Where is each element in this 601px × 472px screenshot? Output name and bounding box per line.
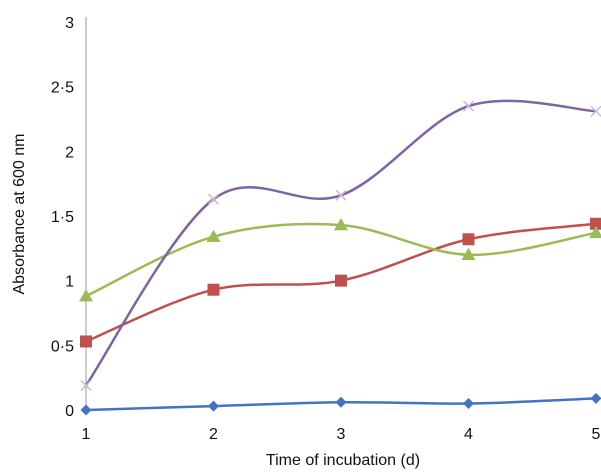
data-point — [590, 217, 601, 230]
x-tick-label: 4 — [464, 426, 473, 443]
x-tick-label: 1 — [82, 426, 91, 443]
data-point — [590, 105, 601, 117]
data-point — [462, 100, 475, 112]
data-point — [80, 335, 92, 348]
data-point — [335, 189, 347, 201]
y-axis-title: Absorbance at 600 nm — [11, 134, 28, 295]
series-group — [80, 99, 601, 391]
y-tick-label: 2 — [65, 144, 74, 161]
x-tick-label: 5 — [592, 426, 601, 443]
y-tick-label: 0 — [65, 403, 74, 420]
x-axis-title: Time of incubation (d) — [266, 452, 420, 469]
data-point — [335, 274, 347, 287]
y-tick-label: 2·5 — [51, 80, 74, 97]
y-tick-labels: 0 0·5 1 1·5 2 2·5 3 — [51, 15, 74, 420]
series-group — [80, 217, 601, 348]
y-tick-label: 1 — [65, 274, 74, 291]
series-group — [79, 218, 601, 302]
series-layer — [79, 99, 601, 416]
data-point — [590, 392, 601, 404]
y-tick-label: 0·5 — [51, 338, 74, 355]
data-point — [79, 289, 93, 302]
data-point — [461, 247, 476, 261]
data-point — [206, 229, 221, 242]
data-point — [334, 218, 348, 231]
series-group — [80, 392, 601, 416]
x-tick-labels: 1 2 3 4 5 — [82, 426, 601, 443]
series-line — [84, 99, 598, 387]
data-point — [208, 400, 219, 412]
data-point — [335, 396, 347, 408]
data-point — [80, 379, 92, 391]
data-point — [462, 233, 475, 246]
data-point — [207, 283, 220, 296]
y-tick-label: 3 — [65, 15, 74, 32]
y-tick-label: 1·5 — [51, 209, 74, 226]
data-point — [207, 193, 220, 205]
data-point — [80, 404, 92, 416]
x-tick-label: 3 — [337, 426, 346, 443]
data-point — [463, 398, 474, 410]
x-tick-label: 2 — [209, 426, 218, 443]
data-point — [589, 225, 601, 239]
